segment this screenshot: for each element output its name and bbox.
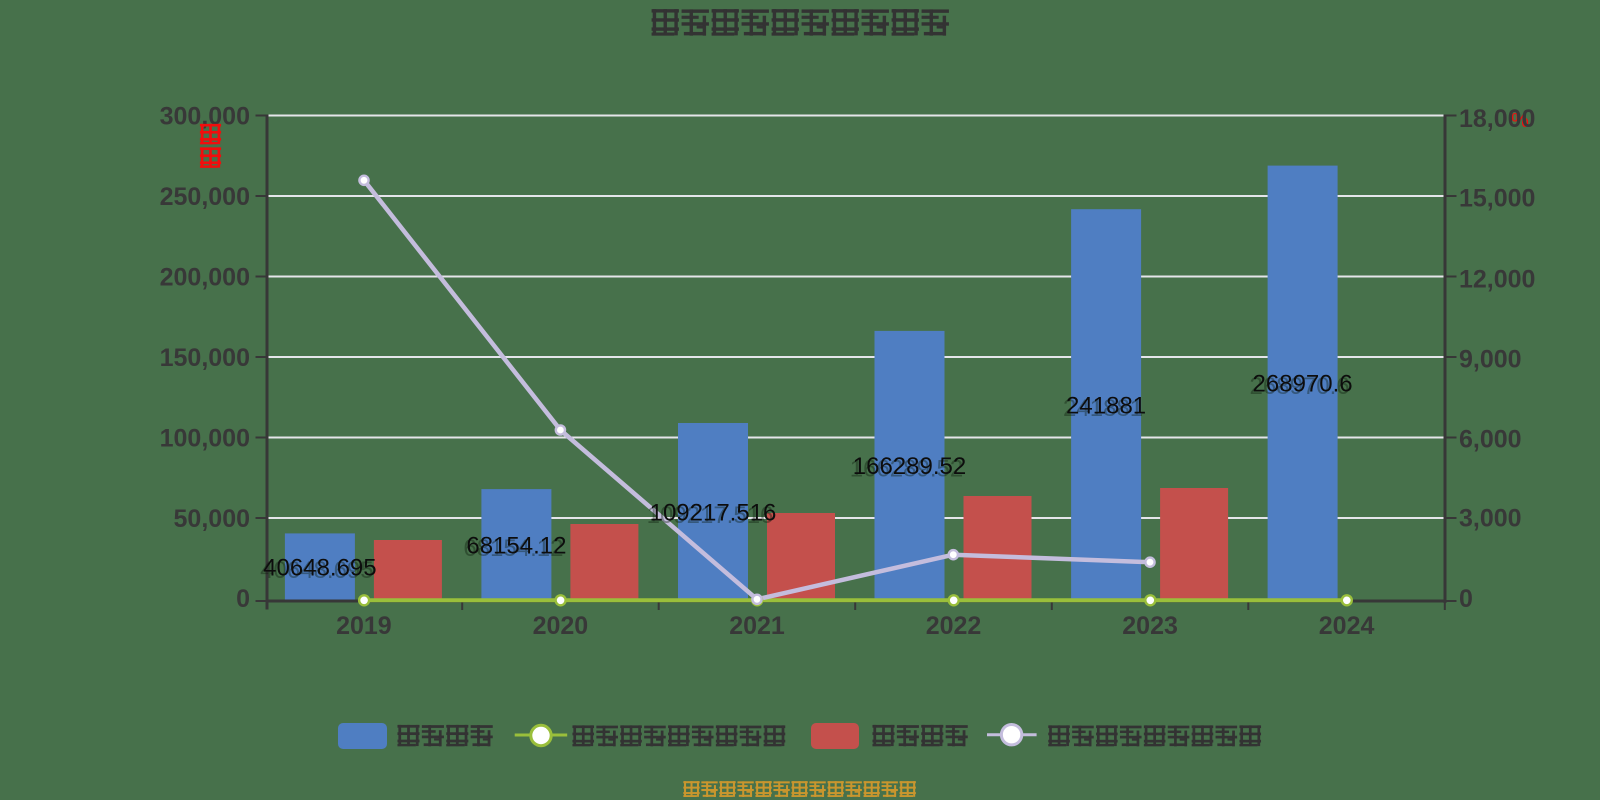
svg-text:15,000: 15,000 <box>1459 185 1535 213</box>
svg-text:%: % <box>1511 110 1529 132</box>
svg-text:2023: 2023 <box>1122 612 1178 640</box>
svg-text:0: 0 <box>1459 585 1473 613</box>
svg-text:241881: 241881 <box>1063 395 1143 422</box>
svg-text:68154.12: 68154.12 <box>463 535 563 562</box>
svg-text:2022: 2022 <box>926 612 982 640</box>
svg-text:100,000: 100,000 <box>160 425 250 453</box>
svg-text:200,000: 200,000 <box>160 264 250 292</box>
svg-text:109217.516: 109217.516 <box>647 502 774 529</box>
svg-text:50,000: 50,000 <box>174 505 250 533</box>
svg-text:0: 0 <box>236 585 250 613</box>
svg-text:12,000: 12,000 <box>1459 266 1535 294</box>
svg-text:241881: 241881 <box>1066 392 1146 419</box>
svg-text:2019: 2019 <box>336 612 392 640</box>
svg-text:109217.516: 109217.516 <box>650 499 777 526</box>
svg-text:2024: 2024 <box>1319 612 1375 640</box>
svg-text:3,000: 3,000 <box>1459 505 1522 533</box>
svg-text:2021: 2021 <box>729 612 785 640</box>
svg-text:268970.6: 268970.6 <box>1250 373 1350 400</box>
svg-text:2020: 2020 <box>533 612 589 640</box>
svg-text:250,000: 250,000 <box>160 183 250 211</box>
svg-text:18,000: 18,000 <box>1459 105 1535 133</box>
svg-text:150,000: 150,000 <box>160 344 250 372</box>
svg-text:268970.6: 268970.6 <box>1253 371 1353 398</box>
svg-text:40648.695: 40648.695 <box>263 554 376 581</box>
svg-text:6,000: 6,000 <box>1459 426 1522 454</box>
svg-text:40648.695: 40648.695 <box>260 557 373 584</box>
svg-text:68154.12: 68154.12 <box>466 532 566 559</box>
svg-text:166289.52: 166289.52 <box>850 456 963 483</box>
svg-text:166289.52: 166289.52 <box>853 453 966 480</box>
svg-text:9,000: 9,000 <box>1459 346 1522 374</box>
